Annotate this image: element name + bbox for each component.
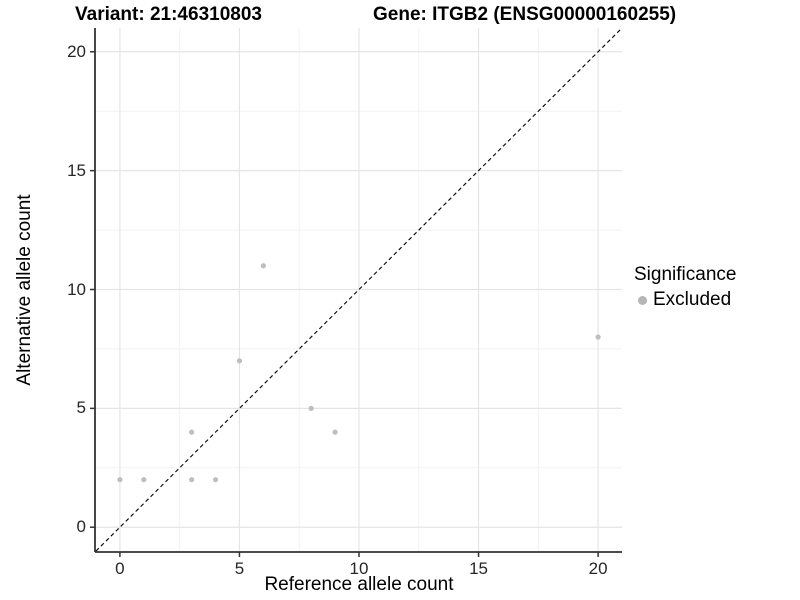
identity-line	[95, 27, 623, 552]
data-point	[260, 263, 266, 269]
y-tick-label: 20	[67, 41, 86, 61]
data-point	[189, 477, 195, 483]
excluded-point-icon	[638, 295, 647, 305]
legend-title: Significance	[634, 264, 737, 285]
legend-item-excluded: Excluded	[634, 289, 798, 311]
y-tick-label: 0	[76, 517, 86, 537]
x-tick-label: 10	[349, 559, 369, 578]
x-tick-label: 5	[234, 559, 245, 578]
gene-title: Gene: ITGB2 (ENSG00000160255)	[373, 4, 677, 25]
x-tick-label: 20	[588, 559, 608, 578]
data-point	[212, 477, 219, 483]
x-tick-label: 15	[469, 559, 488, 578]
data-point	[595, 334, 601, 340]
legend: Significance Excluded	[634, 264, 798, 311]
y-tick-label: 15	[67, 160, 86, 180]
x-tick-label: 0	[115, 559, 125, 578]
x-axis-title: Reference allele count	[264, 574, 454, 595]
y-axis-title: Alternative allele count	[14, 194, 35, 386]
variant-title: Variant: 21:46310803	[75, 4, 262, 25]
data-point	[117, 477, 123, 483]
data-point	[141, 477, 147, 483]
data-point	[236, 358, 243, 364]
data-point	[308, 405, 314, 411]
data-point	[332, 429, 338, 435]
y-tick-label: 10	[67, 279, 86, 299]
y-tick-label: 5	[76, 398, 86, 418]
legend-item-label: Excluded	[653, 289, 732, 310]
data-point	[189, 429, 195, 435]
